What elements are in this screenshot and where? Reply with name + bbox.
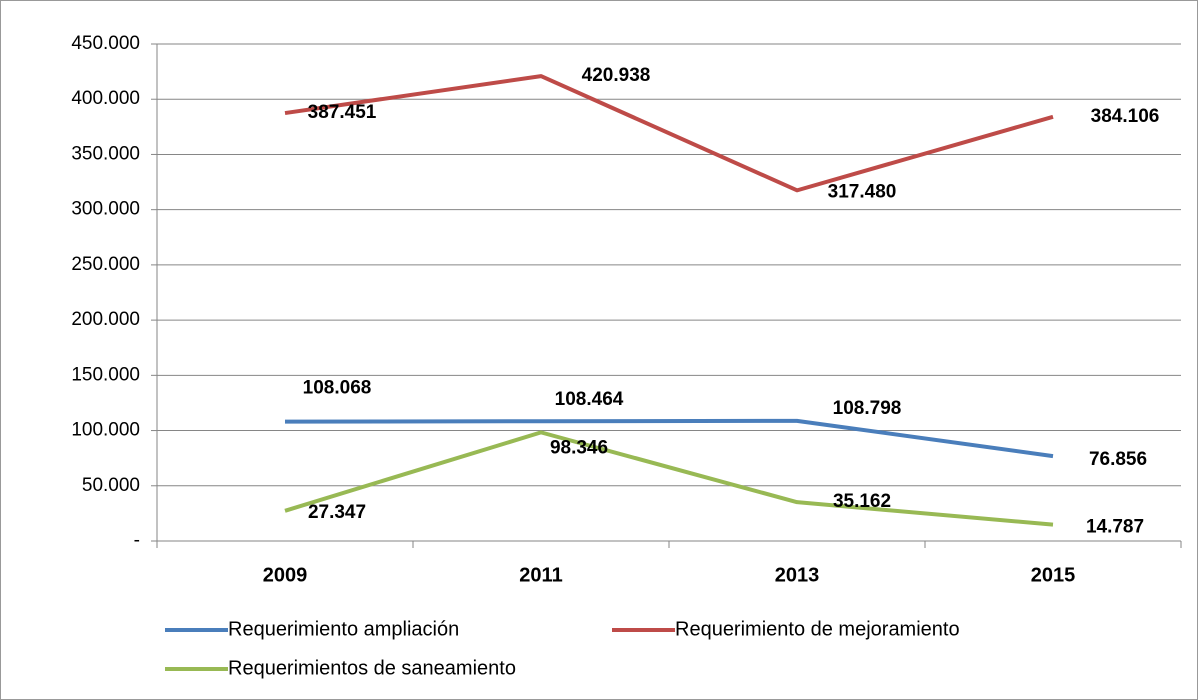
data-label: 108.798 bbox=[833, 398, 902, 419]
data-label: 35.162 bbox=[833, 491, 891, 512]
data-label: 98.346 bbox=[550, 437, 608, 458]
y-tick-label: 450.000 bbox=[71, 33, 140, 54]
series-line bbox=[284, 418, 1054, 459]
y-tick-label: 150.000 bbox=[71, 364, 140, 385]
legend-label: Requerimiento de mejoramiento bbox=[675, 618, 960, 640]
series-line bbox=[284, 74, 1054, 193]
legend-label: Requerimientos de saneamiento bbox=[228, 657, 516, 679]
y-tick-label: 400.000 bbox=[71, 88, 140, 109]
data-label: 76.856 bbox=[1089, 449, 1147, 470]
data-label: 420.938 bbox=[582, 65, 651, 86]
data-label: 108.464 bbox=[555, 389, 624, 410]
data-label: 387.451 bbox=[308, 102, 377, 123]
x-tick-label: 2011 bbox=[519, 564, 562, 586]
y-tick-label: - bbox=[134, 530, 140, 551]
x-tick-label: 2015 bbox=[1031, 564, 1076, 586]
data-label: 14.787 bbox=[1086, 517, 1144, 538]
x-tick-label: 2009 bbox=[263, 564, 308, 586]
series-line bbox=[284, 430, 1054, 527]
y-tick-label: 300.000 bbox=[71, 199, 140, 220]
y-tick-label: 50.000 bbox=[82, 475, 140, 496]
legend-label: Requerimiento ampliación bbox=[228, 618, 459, 640]
y-tick-label: 350.000 bbox=[71, 143, 140, 164]
data-label: 384.106 bbox=[1091, 106, 1160, 127]
x-tick-label: 2013 bbox=[775, 564, 820, 586]
y-tick-label: 100.000 bbox=[71, 420, 140, 441]
data-label: 27.347 bbox=[308, 502, 366, 523]
data-label: 108.068 bbox=[303, 378, 372, 399]
y-tick-label: 250.000 bbox=[71, 254, 140, 275]
y-tick-label: 200.000 bbox=[71, 309, 140, 330]
data-label: 317.480 bbox=[828, 181, 897, 202]
